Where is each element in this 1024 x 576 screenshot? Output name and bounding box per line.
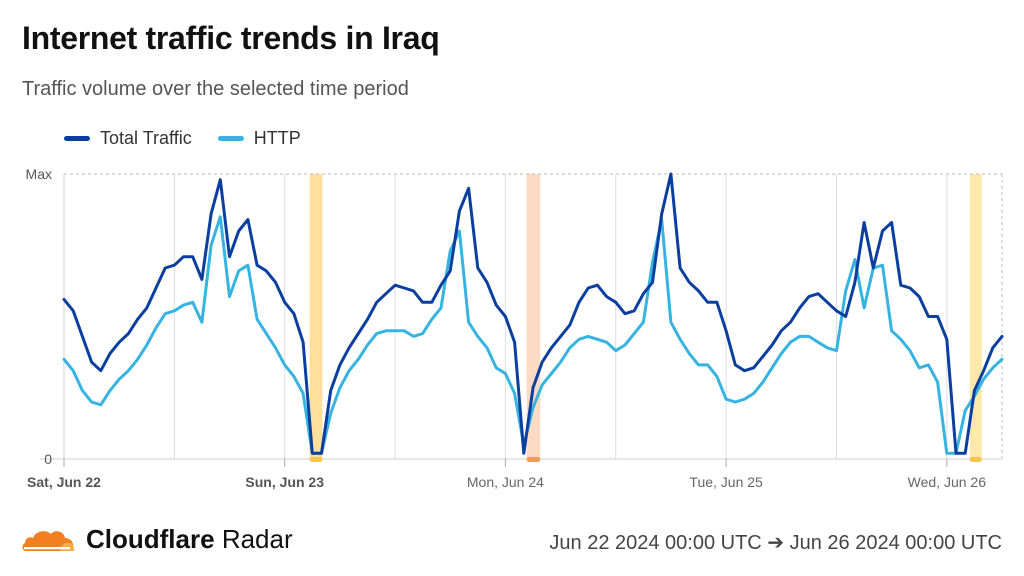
- x-tick-label: Sun, Jun 23: [245, 474, 324, 490]
- y-tick-label: 0: [44, 451, 52, 467]
- outage-band: [309, 174, 323, 459]
- legend-item-http[interactable]: HTTP: [217, 128, 301, 149]
- outage-band: [969, 174, 982, 459]
- outage-marker: [309, 457, 323, 462]
- legend-item-total-traffic[interactable]: Total Traffic: [64, 128, 192, 149]
- legend-swatch-http: [217, 136, 244, 141]
- outage-band: [526, 174, 541, 459]
- outage-marker: [526, 457, 541, 462]
- outage-marker: [969, 457, 982, 462]
- legend-swatch-total-traffic: [64, 136, 90, 141]
- x-tick-label: Mon, Jun 24: [467, 474, 544, 490]
- page-title: Internet traffic trends in Iraq: [22, 20, 440, 56]
- brand-name-bold: Cloudflare: [86, 524, 215, 554]
- page-subtitle: Traffic volume over the selected time pe…: [22, 78, 409, 100]
- chart-legend: Total Traffic HTTP: [64, 128, 301, 149]
- legend-label-total-traffic: Total Traffic: [100, 128, 192, 148]
- series-line-http: [62, 215, 1004, 455]
- cloudflare-cloud-icon: [22, 530, 74, 551]
- brand-name: Cloudflare Radar: [86, 524, 293, 555]
- x-tick-label: Wed, Jun 26: [908, 474, 987, 490]
- traffic-line-chart: 0 Max Sat, Jun 22 Sun, Jun 23 Mon, Jun 24 Tue…: [26, 166, 1004, 490]
- y-tick-label: Max: [26, 166, 52, 182]
- x-tick-label: Sat, Jun 22: [27, 474, 101, 490]
- series-line-total-traffic: [62, 172, 1004, 455]
- legend-label-http: HTTP: [253, 128, 301, 148]
- cloudflare-radar-logo: Cloudflare Radar: [20, 524, 293, 555]
- date-range: Jun 22 2024 00:00 UTC ➔ Jun 26 2024 00:0…: [549, 532, 1002, 554]
- brand-name-light: Radar: [221, 524, 293, 554]
- x-tick-label: Tue, Jun 25: [689, 474, 763, 490]
